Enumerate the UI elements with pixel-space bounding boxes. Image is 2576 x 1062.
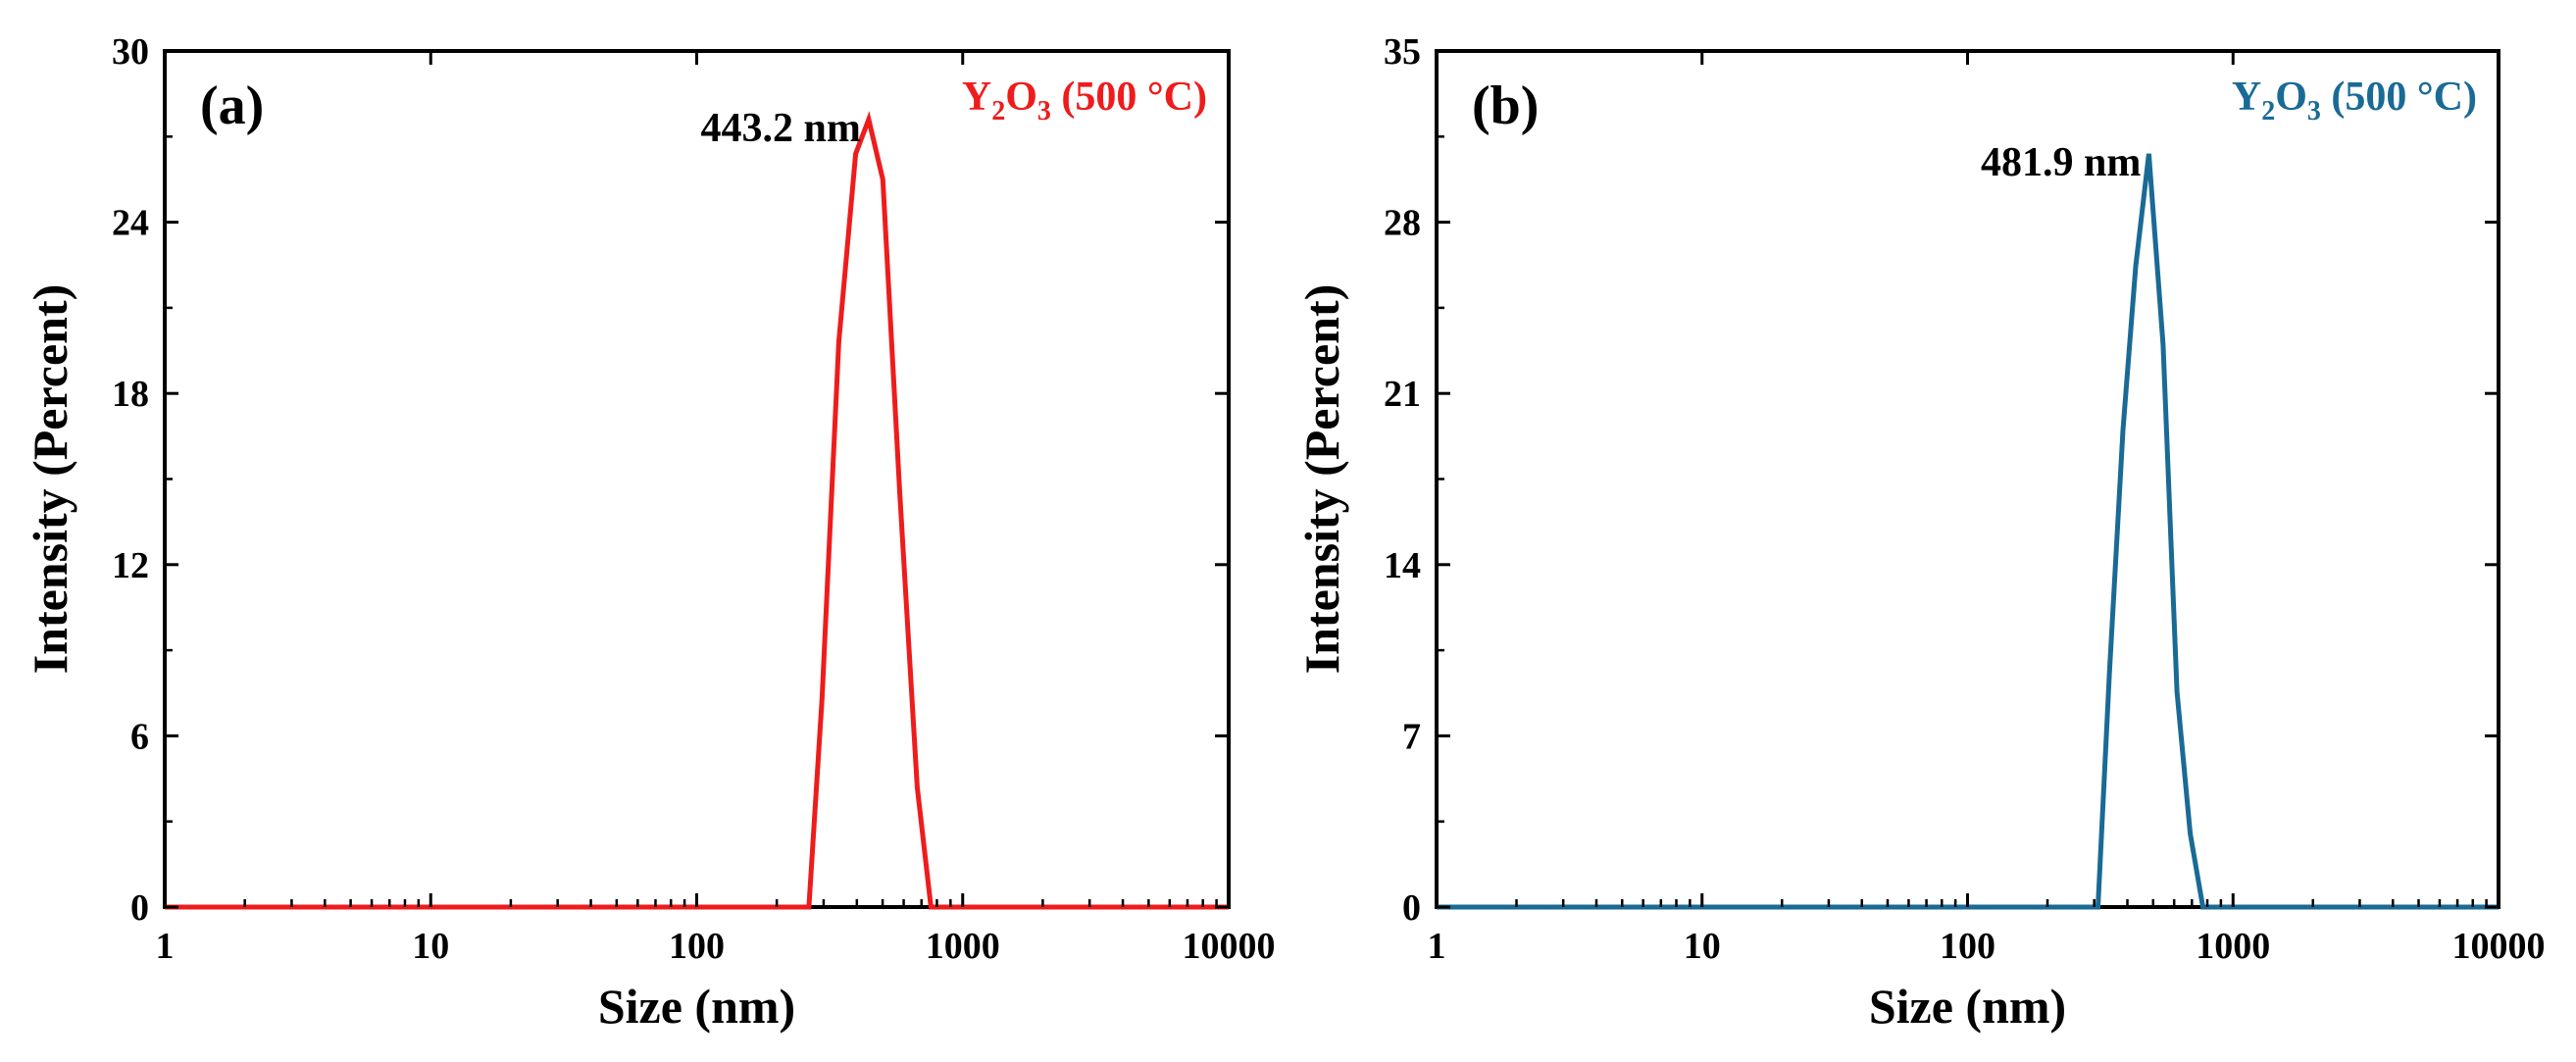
- series-line: [1437, 153, 2499, 910]
- y-tick-label: 18: [112, 374, 149, 415]
- y-tick-label: 30: [112, 31, 149, 73]
- legend-text-part: (500 °C): [2321, 75, 2477, 120]
- x-tick-label: 1: [1428, 926, 1446, 967]
- panel-label: (a): [200, 76, 264, 136]
- x-tick-label: 10: [412, 926, 449, 967]
- x-axis-title: Size (nm): [598, 979, 795, 1034]
- legend-label: Y2O3 (500 °C): [962, 75, 1207, 126]
- x-tick-label: 1000: [2196, 926, 2270, 967]
- legend-text-part: O: [1005, 75, 1037, 120]
- y-axis-title: Intensity (Percent): [1294, 284, 1349, 675]
- plot-frame: [1435, 49, 2500, 909]
- panel-a: 1 10 100 1000 10000 0 6 12 18 24 30 Size (nm) Intens…: [23, 31, 1276, 1034]
- y-tick-label: 6: [130, 716, 149, 757]
- y-tick-label: 21: [1384, 374, 1421, 415]
- x-tick-label: 10: [1684, 926, 1721, 967]
- legend-subscript: 3: [2307, 96, 2321, 126]
- legend-subscript: 2: [2261, 96, 2275, 126]
- y-tick-label: 24: [112, 203, 149, 244]
- legend-text-part: Y: [2232, 75, 2261, 120]
- x-tick-label: 10000: [2452, 926, 2546, 967]
- legend-text-part: Y: [962, 75, 991, 120]
- legend-label: Y2O3 (500 °C): [2232, 75, 2477, 126]
- y-tick-label: 12: [112, 545, 149, 586]
- x-tick-label: 1: [156, 926, 175, 967]
- legend-text-part: (500 °C): [1051, 75, 1207, 120]
- y-axis-title: Intensity (Percent): [23, 284, 77, 675]
- panel-label: (b): [1472, 76, 1539, 136]
- y-tick-label: 14: [1384, 545, 1421, 586]
- legend-subscript: 3: [1037, 96, 1051, 126]
- x-tick-label: 100: [669, 926, 725, 967]
- y-tick-label: 28: [1384, 203, 1421, 244]
- y-tick-label: 7: [1402, 716, 1421, 757]
- plot-frame: [163, 49, 1231, 909]
- peak-annotation: 481.9 nm: [1981, 140, 2141, 185]
- y-tick-label: 0: [1402, 887, 1421, 929]
- x-tick-label: 10000: [1183, 926, 1276, 967]
- y-tick-label: 35: [1384, 31, 1421, 73]
- x-tick-label: 100: [1940, 926, 1995, 967]
- panel-b: 1 10 100 1000 10000 0 7 14 21 28 35 Size (nm) Intens…: [1294, 31, 2546, 1034]
- legend-text-part: O: [2275, 75, 2307, 120]
- legend-subscript: 2: [991, 96, 1005, 126]
- series-line: [165, 111, 1229, 910]
- x-tick-label: 1000: [926, 926, 1000, 967]
- x-axis-title: Size (nm): [1869, 979, 2066, 1034]
- peak-annotation: 443.2 nm: [701, 106, 861, 151]
- y-tick-label: 0: [130, 887, 149, 929]
